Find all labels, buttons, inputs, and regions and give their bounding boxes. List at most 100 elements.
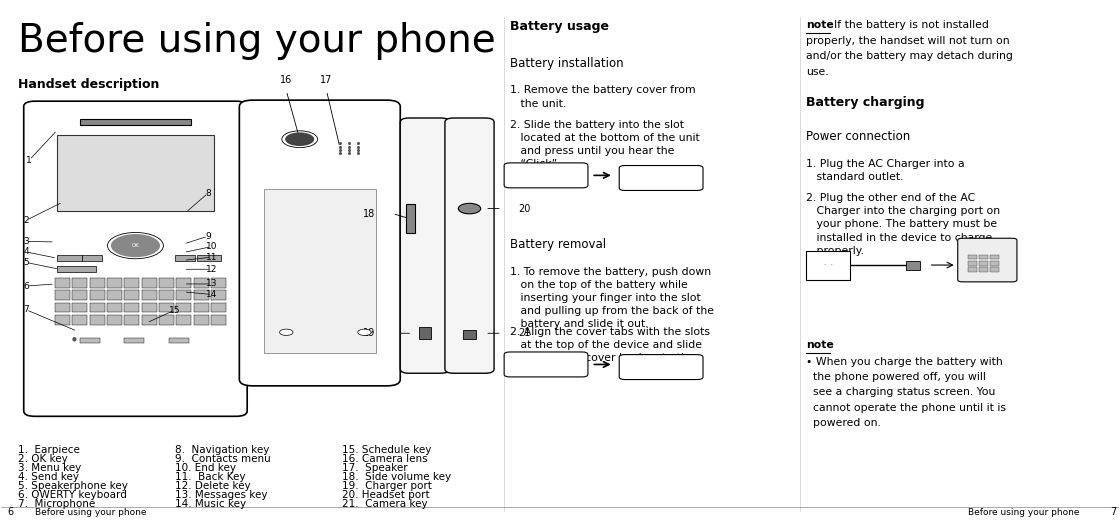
- Text: Battery charging: Battery charging: [805, 96, 924, 109]
- Bar: [176, 303, 192, 313]
- Bar: [55, 290, 71, 300]
- Text: 19: 19: [363, 328, 375, 338]
- Text: see a charging status screen. You: see a charging status screen. You: [805, 388, 996, 398]
- Bar: [141, 315, 157, 325]
- Text: 5: 5: [24, 258, 29, 267]
- Text: Battery removal: Battery removal: [510, 238, 606, 251]
- Text: 2: 2: [24, 216, 29, 225]
- Bar: [73, 290, 87, 300]
- Text: 9.  Contacts menu: 9. Contacts menu: [175, 454, 270, 464]
- Bar: [169, 337, 189, 343]
- Bar: [108, 290, 122, 300]
- Bar: [979, 254, 988, 259]
- Bar: [82, 255, 102, 261]
- Bar: [805, 251, 850, 280]
- Text: 1. Remove the battery cover from
   the unit.: 1. Remove the battery cover from the uni…: [510, 86, 696, 109]
- Bar: [55, 315, 71, 325]
- Text: 18: 18: [363, 209, 375, 219]
- Bar: [419, 327, 431, 340]
- FancyBboxPatch shape: [619, 165, 703, 191]
- Bar: [990, 254, 999, 259]
- Text: 13: 13: [206, 279, 217, 288]
- Text: 10. End key: 10. End key: [175, 463, 235, 473]
- Text: Before using your phone: Before using your phone: [18, 22, 496, 60]
- Bar: [211, 290, 226, 300]
- Text: 15: 15: [169, 306, 180, 315]
- Bar: [194, 315, 208, 325]
- Text: Battery installation: Battery installation: [510, 56, 624, 70]
- FancyBboxPatch shape: [445, 118, 494, 373]
- Bar: [194, 278, 208, 288]
- Bar: [405, 204, 414, 233]
- Text: ·  ·: · ·: [823, 262, 832, 268]
- Text: cannot operate the phone until it is: cannot operate the phone until it is: [805, 403, 1006, 413]
- Text: 16. Camera lens: 16. Camera lens: [342, 454, 428, 464]
- Text: note: note: [805, 20, 833, 30]
- Bar: [990, 267, 999, 272]
- Bar: [124, 290, 139, 300]
- Text: 2. Plug the other end of the AC
   Charger into the charging port on
   your pho: 2. Plug the other end of the AC Charger …: [805, 193, 1000, 256]
- Text: 4: 4: [24, 248, 29, 257]
- Bar: [264, 190, 375, 353]
- Text: 17.  Speaker: 17. Speaker: [342, 463, 408, 473]
- Bar: [211, 303, 226, 313]
- Text: 3. Menu key: 3. Menu key: [18, 463, 82, 473]
- Bar: [968, 267, 977, 272]
- Bar: [90, 315, 105, 325]
- Bar: [211, 315, 226, 325]
- FancyBboxPatch shape: [240, 100, 400, 386]
- Text: note: note: [805, 340, 833, 350]
- Bar: [159, 290, 174, 300]
- Circle shape: [111, 234, 160, 257]
- Text: 13. Messages key: 13. Messages key: [175, 490, 267, 500]
- Bar: [159, 315, 174, 325]
- FancyBboxPatch shape: [504, 163, 588, 188]
- Text: Battery usage: Battery usage: [510, 20, 609, 33]
- Text: 10: 10: [206, 242, 217, 251]
- Bar: [57, 255, 82, 261]
- Bar: [80, 118, 192, 125]
- Text: the phone powered off, you will: the phone powered off, you will: [805, 372, 986, 382]
- Text: 2. Align the cover tabs with the slots
   at the top of the device and slide
   : 2. Align the cover tabs with the slots a…: [510, 327, 710, 376]
- Bar: [73, 315, 87, 325]
- Text: and/or the battery may detach during: and/or the battery may detach during: [805, 51, 1012, 61]
- Text: 3: 3: [24, 237, 29, 246]
- Bar: [141, 278, 157, 288]
- FancyBboxPatch shape: [958, 238, 1017, 282]
- Bar: [57, 266, 96, 272]
- Text: 15. Schedule key: 15. Schedule key: [342, 445, 431, 455]
- Circle shape: [280, 329, 293, 335]
- Circle shape: [286, 133, 315, 146]
- Text: 8: 8: [205, 188, 211, 197]
- Bar: [124, 337, 144, 343]
- Bar: [906, 261, 920, 270]
- Text: 12: 12: [206, 265, 217, 274]
- Circle shape: [458, 203, 480, 214]
- Bar: [90, 290, 105, 300]
- Bar: [968, 254, 977, 259]
- Text: 2. Slide the battery into the slot
   located at the bottom of the unit
   and p: 2. Slide the battery into the slot locat…: [510, 119, 700, 169]
- FancyBboxPatch shape: [504, 352, 588, 377]
- Bar: [979, 261, 988, 266]
- Bar: [159, 303, 174, 313]
- Text: 14: 14: [206, 290, 217, 299]
- Text: 19.  Charger port: 19. Charger port: [342, 481, 432, 491]
- Text: 1. To remove the battery, push down
   on the top of the battery while
   insert: 1. To remove the battery, push down on t…: [510, 267, 713, 329]
- Text: 1.  Earpiece: 1. Earpiece: [18, 445, 80, 455]
- FancyBboxPatch shape: [24, 101, 248, 416]
- Bar: [124, 315, 139, 325]
- Bar: [194, 303, 208, 313]
- Text: 9: 9: [205, 232, 211, 241]
- Bar: [968, 261, 977, 266]
- Text: Before using your phone: Before using your phone: [35, 508, 147, 517]
- Text: 7: 7: [1110, 507, 1117, 517]
- Text: 6: 6: [24, 281, 29, 290]
- Bar: [55, 278, 71, 288]
- Text: 11.  Back Key: 11. Back Key: [175, 472, 245, 482]
- Text: 20. Headset port: 20. Headset port: [342, 490, 430, 500]
- Bar: [73, 303, 87, 313]
- Text: powered on.: powered on.: [805, 418, 880, 428]
- Text: OK: OK: [131, 243, 139, 248]
- Text: 4. Send key: 4. Send key: [18, 472, 80, 482]
- Bar: [176, 290, 192, 300]
